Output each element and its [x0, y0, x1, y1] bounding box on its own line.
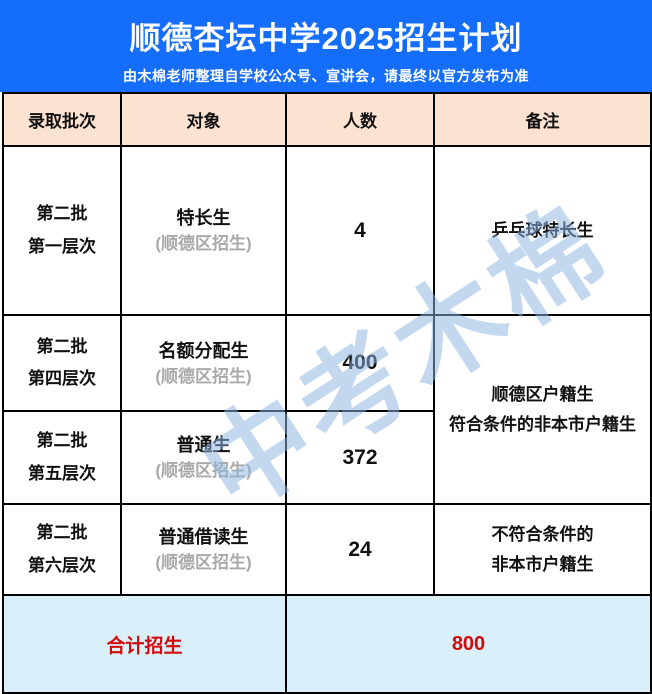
col-header-target: 对象 [120, 92, 287, 147]
batch-cell: 第二批 第五层次 [2, 410, 122, 505]
remark-cell: 不符合条件的 非本市户籍生 [433, 503, 652, 596]
target-cell: 普通生 (顺德区招生) [120, 410, 287, 505]
target-note: (顺德区招生) [155, 366, 252, 386]
batch-line: 第二批 [36, 431, 88, 451]
target-note: (顺德区招生) [155, 461, 252, 481]
count-cell: 372 [285, 410, 435, 505]
remark-line: 乒乓球特长生 [491, 220, 594, 240]
target-cell: 特长生 (顺德区招生) [120, 145, 287, 316]
batch-cell: 第二批 第一层次 [2, 145, 122, 316]
target-note: (顺德区招生) [155, 553, 252, 573]
col-header-batch: 录取批次 [2, 92, 122, 147]
banner: 顺德杏坛中学2025招生计划 由木棉老师整理自学校公众号、宣讲会，请最终以官方发… [0, 0, 652, 92]
batch-line: 第四层次 [28, 369, 96, 388]
target-name: 普通借读生 [158, 527, 249, 548]
count-cell: 24 [285, 503, 435, 596]
target-note: (顺德区招生) [155, 234, 252, 254]
col-header-count: 人数 [285, 92, 435, 147]
table-row: 第二批 第四层次 名额分配生 (顺德区招生) 400 顺德区户籍生 符合条件的非… [2, 314, 652, 505]
remark-line: 顺德区户籍生 [491, 384, 594, 404]
table-header-row: 录取批次 对象 人数 备注 [2, 92, 652, 147]
page-title: 顺德杏坛中学2025招生计划 [129, 21, 523, 56]
batch-line: 第一层次 [28, 236, 96, 256]
col-header-remark: 备注 [433, 92, 652, 147]
total-row: 合计招生 800 [2, 594, 652, 694]
count-cell: 4 [285, 145, 435, 316]
target-cell: 普通借读生 (顺德区招生) [120, 503, 287, 596]
total-label: 合计招生 [2, 594, 287, 694]
table-row: 第二批 第五层次 普通生 (顺德区招生) 372 [2, 410, 651, 505]
batch-cell: 第二批 第四层次 [2, 314, 122, 412]
batch-line: 第五层次 [28, 463, 96, 483]
remark-cell-merged: 顺德区户籍生 符合条件的非本市户籍生 [433, 314, 652, 505]
remark-line: 非本市户籍生 [491, 554, 594, 574]
admission-plan-table: 录取批次 对象 人数 备注 第二批 第一层次 特长生 (顺德区招生) 4 乒乓球… [2, 92, 652, 694]
batch-line: 第二批 [36, 523, 88, 543]
target-name: 普通生 [176, 435, 231, 456]
batch-line: 第二批 [36, 204, 88, 224]
target-name: 名额分配生 [158, 340, 249, 361]
remark-cell: 乒乓球特长生 [433, 145, 652, 316]
count-cell: 400 [285, 314, 435, 412]
table-row: 第二批 第六层次 普通借读生 (顺德区招生) 24 不符合条件的 非本市户籍生 [2, 503, 652, 596]
total-value: 800 [285, 594, 652, 694]
target-cell: 名额分配生 (顺德区招生) [120, 314, 287, 412]
remark-line: 符合条件的非本市户籍生 [449, 414, 636, 434]
batch-cell: 第二批 第六层次 [2, 503, 122, 596]
remark-line: 不符合条件的 [491, 524, 594, 544]
page-subtitle: 由木棉老师整理自学校公众号、宣讲会，请最终以官方发布为准 [123, 68, 529, 84]
table-row: 第二批 第一层次 特长生 (顺德区招生) 4 乒乓球特长生 [2, 145, 652, 316]
batch-line: 第六层次 [28, 555, 96, 575]
batch-line: 第二批 [36, 336, 88, 356]
target-name: 特长生 [176, 208, 231, 229]
